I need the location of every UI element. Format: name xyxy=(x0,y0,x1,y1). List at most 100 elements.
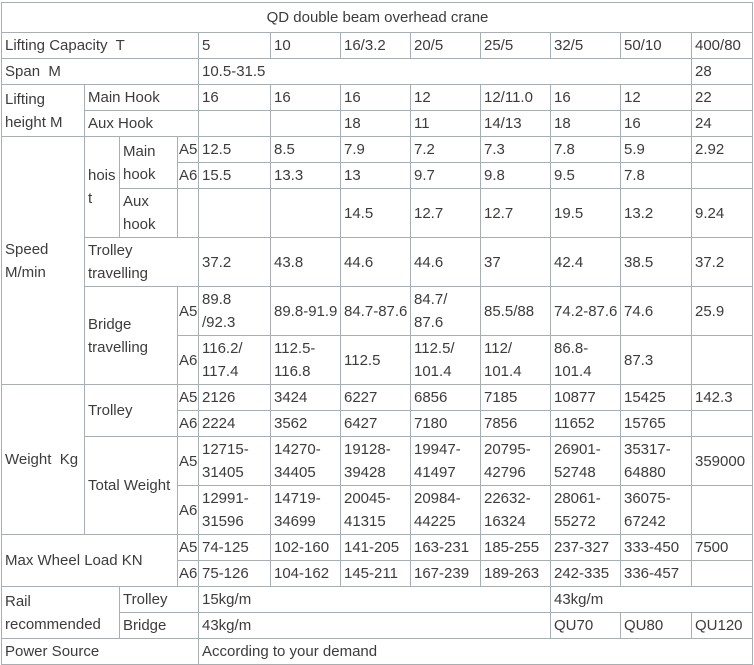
table-row: Max Wheel Load KN A5 74-125 102-160 141-205 1… xyxy=(1,534,753,587)
table-cell: 43kg/m xyxy=(550,586,753,613)
table-cell: 333-450 xyxy=(620,534,692,561)
row-label: Max Wheel Load KN xyxy=(1,534,178,587)
table-cell: 36075- 67242 xyxy=(620,485,692,535)
table-cell: 2224 xyxy=(198,410,271,437)
row-label: Span M xyxy=(1,58,199,85)
sub-label: Aux Hook xyxy=(84,110,199,137)
table-cell: 20795- 42796 xyxy=(480,436,551,486)
table-cell: 7.2 xyxy=(410,136,481,163)
table-row: A6 75-126 104-162 145-211 167-239 189-263 242-… xyxy=(2,560,753,587)
table-row: QD double beam overhead crane xyxy=(1,2,753,33)
table-cell xyxy=(691,560,753,587)
table-cell: 14/13 xyxy=(480,110,551,137)
table-cell: 10.5-31.5 xyxy=(198,58,692,85)
sub-label: Main hook xyxy=(119,136,178,189)
table-cell: 2.92 xyxy=(691,136,753,163)
table-cell: 7.3 xyxy=(480,136,551,163)
duty-class: A6 xyxy=(177,410,199,437)
table-cell: 242-335 xyxy=(550,560,621,587)
table-cell: 16 xyxy=(198,84,271,111)
table-row: Bridge 43kg/m QU70 QU80 QU120 xyxy=(2,612,753,639)
table-cell: 14270- 34405 xyxy=(270,436,341,486)
row-label: Weight Kg xyxy=(1,384,85,535)
table-cell: 14719- 34699 xyxy=(270,485,341,535)
table-cell: 25.9 xyxy=(691,286,753,336)
table-cell: 38.5 xyxy=(620,237,692,287)
table-cell xyxy=(691,410,753,437)
table-cell: 2126 xyxy=(198,384,271,411)
table-cell: 142.3 xyxy=(691,384,753,411)
table-cell: 22 xyxy=(691,84,753,111)
table-cell: 37.2 xyxy=(691,237,753,287)
table-cell: 7500 xyxy=(691,534,753,561)
table-cell: 12991- 31596 xyxy=(198,485,271,535)
table-cell: 11652 xyxy=(550,410,621,437)
table-row: Weight Kg Trolley A5 2126 3424 6227 6856 7185 10… xyxy=(1,384,753,535)
table-cell: 8.5 xyxy=(270,136,341,163)
table-row: Trolley travelling 37.2 43.8 44.6 44.6 37 42.4… xyxy=(2,237,753,287)
table-cell: 12.7 xyxy=(410,188,481,238)
table-row: Span M 10.5-31.5 28 xyxy=(1,58,753,85)
table-cell: 102-160 xyxy=(270,534,341,561)
row-label: Rail recommended xyxy=(1,586,120,639)
table-cell: 7.8 xyxy=(550,136,621,163)
duty-class: A5 xyxy=(177,534,199,561)
table-cell xyxy=(691,162,753,189)
table-cell: 16 xyxy=(340,84,411,111)
table-cell: 12 xyxy=(410,84,481,111)
duty-class: A6 xyxy=(177,335,199,385)
table-cell: 42.4 xyxy=(550,237,621,287)
table-row: Aux hook 14.5 12.7 12.7 19.5 13.2 9.24 xyxy=(2,188,753,238)
table-cell: 9.24 xyxy=(691,188,753,238)
table-cell: 6227 xyxy=(340,384,411,411)
table-cell: 167-239 xyxy=(410,560,481,587)
table-cell: 84.7-87.6 xyxy=(340,286,411,336)
table-cell: 237-327 xyxy=(550,534,621,561)
table-cell: 28061- 55272 xyxy=(550,485,621,535)
table-cell xyxy=(198,188,271,238)
table-cell: 37.2 xyxy=(198,237,271,287)
table-cell: 16 xyxy=(270,84,341,111)
sub-label: hoist xyxy=(84,136,120,238)
table-cell: 13 xyxy=(340,162,411,189)
sub-label: Trolley xyxy=(119,586,199,613)
duty-class: A5 xyxy=(177,436,199,486)
table-cell: 89.8-91.9 xyxy=(270,286,341,336)
table-cell: 145-211 xyxy=(340,560,411,587)
table-cell: 12/11.0 xyxy=(480,84,551,111)
table-cell: 15425 xyxy=(620,384,692,411)
table-cell: 7180 xyxy=(410,410,481,437)
sub-label: Trolley travelling xyxy=(84,237,199,287)
table-cell: QU80 xyxy=(620,612,692,639)
duty-class: A5 xyxy=(177,286,199,336)
table-title: QD double beam overhead crane xyxy=(1,2,753,33)
table-cell: 32/5 xyxy=(550,32,621,59)
table-cell: 11 xyxy=(410,110,481,137)
table-cell: 18 xyxy=(550,110,621,137)
row-label: Lifting height M xyxy=(1,84,85,137)
table-cell: 37 xyxy=(480,237,551,287)
table-cell: 7856 xyxy=(480,410,551,437)
table-cell: 141-205 xyxy=(340,534,411,561)
table-cell: 44.6 xyxy=(410,237,481,287)
table-cell: 112.5 xyxy=(340,335,411,385)
sub-label: Main Hook xyxy=(84,84,199,111)
table-cell: 18 xyxy=(340,110,411,137)
table-cell: 10877 xyxy=(550,384,621,411)
sub-label: Trolley xyxy=(84,384,178,437)
table-cell: 6427 xyxy=(340,410,411,437)
table-cell: 12 xyxy=(620,84,692,111)
table-cell: 20984- 44225 xyxy=(410,485,481,535)
table-cell: 112.5/ 101.4 xyxy=(410,335,481,385)
table-cell: 5.9 xyxy=(620,136,692,163)
table-cell: 85.5/88 xyxy=(480,286,551,336)
table-cell: 7.9 xyxy=(340,136,411,163)
sub-label: Bridge xyxy=(119,612,199,639)
sub-label: Total Weight xyxy=(84,436,178,535)
table-cell: 163-231 xyxy=(410,534,481,561)
table-cell: 5 xyxy=(198,32,271,59)
duty-class: A6 xyxy=(177,560,199,587)
duty-class: A6 xyxy=(177,162,199,189)
